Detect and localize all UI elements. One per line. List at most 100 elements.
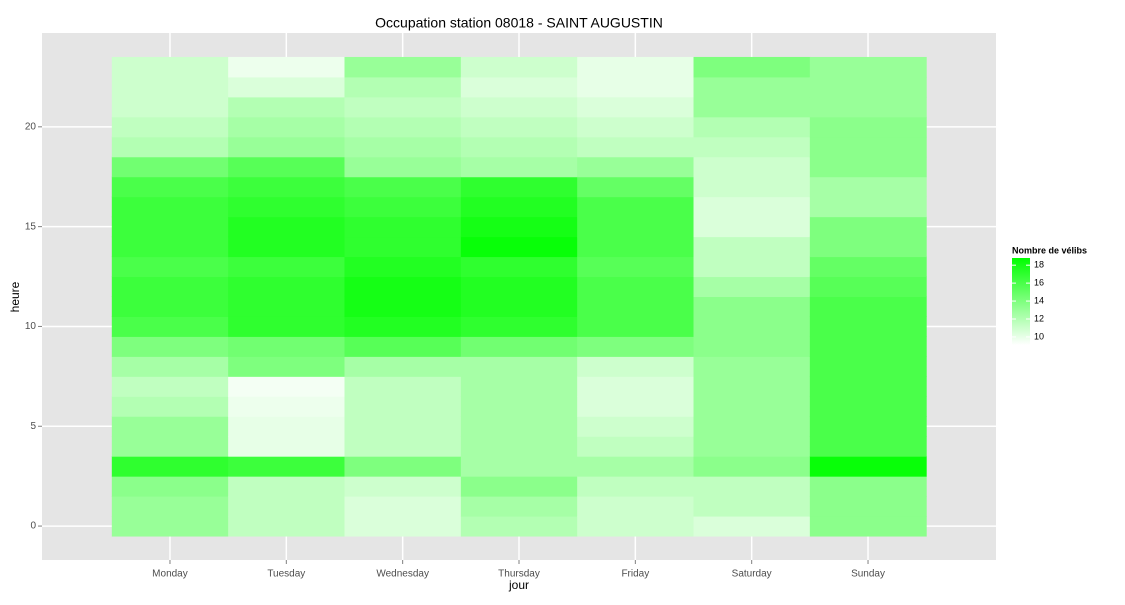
tile: [111, 216, 229, 238]
tile: [228, 256, 345, 278]
tile: [577, 416, 695, 437]
tile: [111, 476, 229, 497]
tile: [693, 236, 811, 258]
tile: [111, 56, 229, 78]
tile: [693, 56, 811, 78]
tile: [693, 196, 811, 218]
tile: [228, 456, 345, 477]
tile: [344, 376, 462, 397]
tile: [228, 436, 345, 457]
tile: [344, 156, 462, 178]
tile: [228, 396, 345, 417]
tile: [577, 296, 695, 317]
tile: [460, 276, 578, 297]
tile: [577, 176, 695, 198]
tile: [809, 276, 927, 297]
tile: [460, 316, 578, 337]
tile: [111, 416, 229, 437]
tile: [577, 276, 695, 297]
tile: [460, 196, 578, 218]
tile: [460, 236, 578, 258]
tile: [228, 276, 345, 297]
tile: [344, 456, 462, 477]
tile: [577, 76, 695, 98]
tile: [111, 296, 229, 317]
tile: [228, 216, 345, 238]
tile: [111, 376, 229, 397]
colorbar: [1012, 258, 1030, 345]
tile: [228, 476, 345, 497]
tile: [228, 196, 345, 218]
tile: [344, 196, 462, 218]
x-axis-label: jour: [508, 578, 529, 592]
tile: [809, 496, 927, 517]
tile: [577, 456, 695, 477]
tile: [577, 156, 695, 178]
tile: [460, 456, 578, 477]
tile: [693, 496, 811, 517]
tile: [693, 216, 811, 238]
tile: [111, 256, 229, 278]
tile: [460, 496, 578, 517]
tile: [344, 256, 462, 278]
tile: [809, 76, 927, 98]
tile: [228, 156, 345, 178]
tile: [344, 216, 462, 238]
tile: [228, 176, 345, 198]
tile: [577, 396, 695, 417]
tile: [460, 76, 578, 98]
x-tick-label: Wednesday: [376, 569, 429, 580]
tile: [228, 356, 345, 377]
tile: [693, 396, 811, 417]
tile: [111, 356, 229, 377]
tile: [111, 176, 229, 198]
tile: [577, 236, 695, 258]
legend-label: 14: [1034, 295, 1044, 305]
tile: [344, 496, 462, 517]
tile: [693, 136, 811, 158]
tile: [344, 56, 462, 78]
tile: [111, 456, 229, 477]
legend-label: 16: [1034, 277, 1044, 287]
tile: [460, 436, 578, 457]
tile: [228, 336, 345, 357]
tile: [577, 436, 695, 457]
tile: [111, 116, 229, 138]
y-tick-label: 0: [30, 521, 36, 532]
tile: [460, 216, 578, 238]
tile: [460, 516, 578, 537]
tile: [460, 156, 578, 178]
x-tick-label: Saturday: [732, 569, 772, 580]
tile: [577, 116, 695, 138]
tile: [344, 276, 462, 297]
tile: [809, 136, 927, 158]
tile: [111, 316, 229, 337]
x-tick-label: Thursday: [498, 569, 540, 580]
x-tick-label: Sunday: [851, 569, 885, 580]
tile: [460, 296, 578, 317]
tile: [693, 176, 811, 198]
tile: [344, 356, 462, 377]
tile: [577, 376, 695, 397]
y-tick-label: 20: [25, 121, 37, 132]
tile: [460, 356, 578, 377]
tile: [344, 296, 462, 317]
tile: [693, 96, 811, 118]
tile: [577, 56, 695, 78]
tile: [577, 256, 695, 278]
tile: [809, 396, 927, 417]
tile: [460, 176, 578, 198]
tile: [809, 416, 927, 437]
tile: [809, 196, 927, 218]
tile: [344, 136, 462, 158]
tile: [228, 76, 345, 98]
tile: [693, 356, 811, 377]
tile: [577, 356, 695, 377]
tile: [111, 76, 229, 98]
tile: [344, 516, 462, 537]
tile: [809, 176, 927, 198]
tile: [809, 476, 927, 497]
tile: [460, 256, 578, 278]
tile: [577, 476, 695, 497]
